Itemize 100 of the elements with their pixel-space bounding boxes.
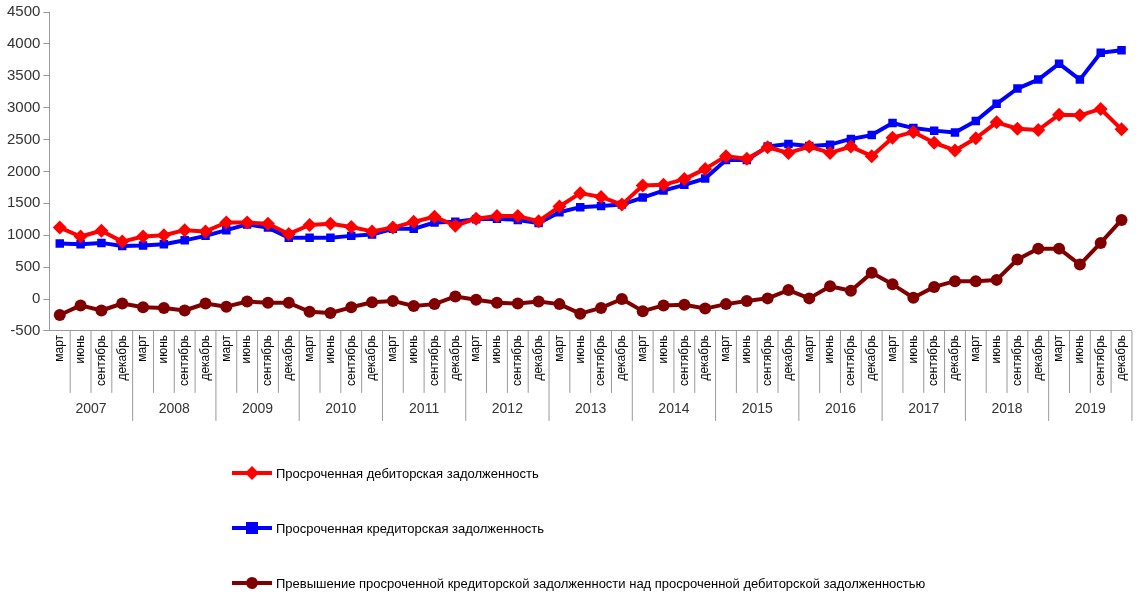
point — [345, 301, 358, 314]
point — [929, 126, 939, 135]
x-tick-label: июнь — [156, 334, 171, 364]
point — [968, 131, 983, 146]
point — [1054, 59, 1064, 68]
point — [1115, 213, 1128, 226]
point — [1073, 258, 1086, 271]
point — [177, 223, 192, 238]
point — [241, 295, 254, 308]
point — [718, 149, 733, 164]
point — [219, 215, 234, 230]
point — [1013, 84, 1022, 93]
point — [97, 238, 106, 248]
point — [281, 226, 296, 241]
x-tick-label: июнь — [72, 334, 87, 364]
x-tick-label: сентябрь — [926, 334, 941, 386]
text: 2018 — [991, 399, 1023, 416]
point — [178, 304, 191, 317]
x-tick-label: декабрь — [614, 334, 629, 381]
point — [886, 278, 899, 291]
point — [73, 229, 88, 244]
point — [385, 220, 400, 235]
point — [969, 275, 982, 288]
point — [699, 302, 712, 315]
x-tick-label: декабрь — [780, 334, 795, 381]
point — [94, 223, 109, 238]
point — [489, 209, 504, 224]
point — [573, 186, 588, 201]
x-tick-label: март — [801, 334, 816, 362]
point — [260, 216, 275, 231]
point — [678, 298, 691, 311]
point — [760, 140, 775, 155]
text: 2017 — [908, 399, 940, 416]
point — [531, 214, 546, 229]
x-tick-label: март — [468, 334, 483, 362]
x-tick-label: декабрь — [114, 334, 129, 381]
point — [1034, 75, 1043, 84]
point — [992, 99, 1001, 109]
x-tick-label: июнь — [239, 334, 254, 364]
point — [700, 174, 710, 183]
x-tick-label: сентябрь — [759, 334, 774, 386]
point — [698, 161, 713, 176]
x-tick-label: декабрь — [1113, 334, 1128, 381]
point — [989, 115, 1004, 130]
point — [344, 219, 359, 234]
x-tick-label: сентябрь — [510, 334, 525, 386]
x-tick-label: июнь — [406, 334, 421, 364]
x-tick-label: сентябрь — [593, 334, 608, 386]
point — [1075, 75, 1085, 84]
point — [906, 124, 921, 139]
point — [261, 296, 274, 309]
point — [888, 118, 897, 128]
x-tick-label: декабрь — [947, 334, 962, 381]
point — [1114, 122, 1129, 137]
text: 2012 — [491, 399, 524, 416]
point — [55, 239, 65, 248]
point — [719, 298, 732, 311]
x-tick-label: март — [551, 334, 566, 362]
point — [449, 290, 462, 303]
text: 2010 — [325, 399, 357, 416]
point — [52, 220, 67, 235]
x-tick-label: декабрь — [697, 334, 712, 381]
point — [282, 296, 295, 309]
x-tick-label: март — [1051, 334, 1066, 362]
point — [950, 128, 960, 137]
point — [1052, 107, 1067, 122]
point — [305, 233, 314, 243]
point — [740, 294, 753, 307]
x-tick-label: декабрь — [364, 334, 379, 381]
point — [823, 145, 838, 160]
x-tick-label: сентябрь — [426, 334, 441, 386]
point — [761, 292, 774, 305]
x-tick-label: сентябрь — [177, 334, 191, 386]
point — [784, 139, 793, 149]
point — [116, 297, 129, 310]
point — [844, 284, 857, 297]
point — [326, 233, 335, 243]
x-tick-label: март — [385, 334, 400, 362]
point — [115, 234, 130, 249]
point — [636, 305, 649, 318]
y-tick-label: 3000 — [6, 97, 41, 115]
legend-label: Превышение просроченной кредиторской задолженности над просроченной дебиторской задолженностью — [276, 575, 926, 591]
point — [448, 218, 463, 233]
point — [407, 300, 420, 313]
point — [1093, 101, 1108, 116]
point — [490, 296, 503, 309]
point — [928, 280, 941, 293]
point — [1072, 108, 1087, 123]
point — [469, 211, 484, 226]
x-tick-label: июнь — [655, 334, 670, 364]
point — [156, 228, 171, 243]
x-tick-label: март — [135, 334, 150, 362]
legend-label: Просроченная дебиторская задолженность — [276, 465, 539, 481]
point — [1011, 253, 1024, 266]
x-tick-label: март — [52, 334, 67, 362]
point — [947, 143, 962, 158]
point — [552, 199, 567, 214]
point — [864, 149, 879, 164]
point — [95, 304, 108, 317]
point — [157, 301, 170, 314]
